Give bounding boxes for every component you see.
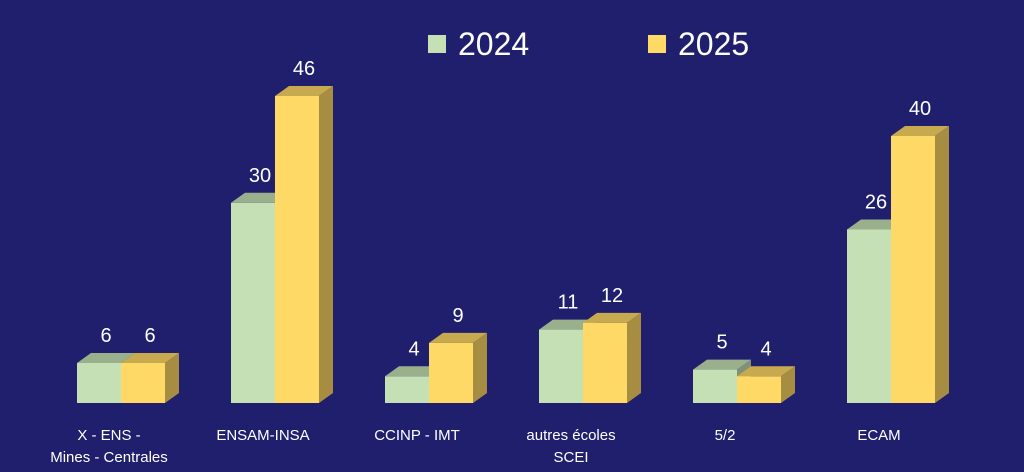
bar-side-face [319,86,333,403]
bar-2025-x-ens-mines-centrales [121,353,179,403]
category-label-ensam-insa: ENSAM-INSA [216,427,310,444]
bar-top-face [77,353,135,363]
bar-top-face [275,86,333,96]
bar-top-face [231,192,289,203]
bar-top-face [847,219,905,230]
data-label-2024-5-2: 5 [716,332,727,354]
category-label-x-ens-mines-centrales: X - ENS - Mines - Centrales [50,427,168,466]
bar-side-face [627,312,641,403]
bar-side-face [165,353,179,403]
legend-label-2025: 2025 [678,26,750,62]
bar-side-face [935,126,949,403]
bar-top-face [583,312,641,323]
data-label-2025-x-ens-mines-centrales: 6 [144,325,155,347]
bar-front-face [385,376,429,403]
bar-side-face [781,366,795,403]
category-label-ecam: ECAM [857,427,901,444]
data-label-2024-autres-ecoles-scei: 11 [558,292,579,314]
bar-top-face [429,332,487,343]
data-label-2025-autres-ecoles-scei: 12 [601,285,623,307]
legend-swatch-2024 [428,35,446,53]
data-label-2024-ensam-insa: 30 [249,165,271,187]
bar-front-face [231,202,275,403]
category-label-autres-ecoles-scei: autres écoles SCEI [526,427,616,466]
bar-front-face [429,342,473,403]
bar-front-face [539,329,583,403]
bar-top-face [121,353,179,363]
legend-item-2025: 2025 [648,26,749,62]
bar-top-face [693,359,751,370]
bar-top-face [539,319,597,330]
bar-front-face [275,96,319,403]
category-label-5-2: 5/2 [714,427,736,444]
data-label-2024-ecam: 26 [865,192,887,214]
bar-side-face [473,332,487,403]
bar-front-face [737,376,781,403]
bar-top-face [737,366,795,377]
bar-2025-5-2 [737,366,795,403]
category-label-ccinp-imt: CCINP - IMT [374,427,460,444]
bar-front-face [891,136,935,403]
legend-item-2024: 2024 [428,26,529,62]
data-label-2025-ccinp-imt: 9 [452,305,463,327]
bar-top-face [385,366,443,377]
bar-front-face [693,369,737,403]
data-label-2024-x-ens-mines-centrales: 6 [100,325,111,347]
bar-front-face [121,363,165,403]
data-label-2025-ecam: 40 [909,98,931,120]
legend-label-2024: 2024 [458,26,530,62]
data-label-2025-ensam-insa: 46 [293,58,315,80]
bar-2025-autres-ecoles-scei [583,312,641,403]
data-label-2024-ccinp-imt: 4 [408,338,419,360]
bar-front-face [583,322,627,403]
bar-2025-ecam [891,126,949,403]
bar-2025-ensam-insa [275,86,333,403]
bar-2025-ccinp-imt [429,332,487,403]
data-label-2025-5-2: 4 [760,338,771,360]
bar-front-face [77,363,121,403]
bar-top-face [891,126,949,136]
bar-front-face [847,229,891,403]
legend-swatch-2025 [648,35,666,53]
